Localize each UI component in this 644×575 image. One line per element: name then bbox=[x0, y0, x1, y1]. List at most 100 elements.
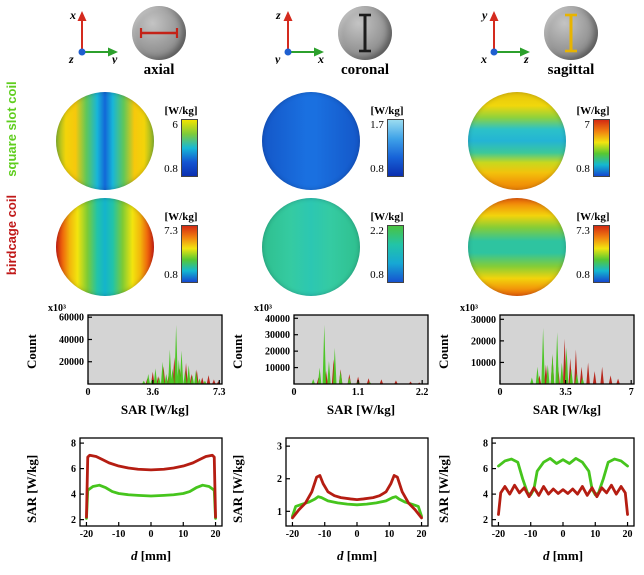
profile-series-square-slot-coil bbox=[85, 483, 217, 520]
profile-plot-axial: -20 -10 0 10 20 2 4 6 8 bbox=[71, 437, 223, 540]
svg-text:2: 2 bbox=[71, 515, 76, 526]
histogram-cell-sagittal: Count 0 3.5 7 10000 20000 30000 x10³ SAR [W/kg… bbox=[436, 302, 642, 426]
schematic-row: x y z axial z x y bbox=[24, 4, 644, 88]
svg-text:x10³: x10³ bbox=[460, 303, 478, 314]
out-axis-label: y bbox=[274, 52, 281, 64]
sar-map-square-coronal bbox=[262, 92, 361, 190]
out-axis-dot-icon bbox=[490, 48, 498, 56]
out-axis-dot-icon bbox=[78, 48, 86, 56]
right-arrowhead-icon bbox=[314, 47, 324, 57]
out-axis-label: x bbox=[480, 52, 487, 64]
row-label-birdcage-coil: birdcage coil bbox=[4, 194, 19, 276]
profile-plot-sagittal: -20 -10 0 10 20 2 4 6 8 bbox=[483, 437, 635, 540]
svg-text:20: 20 bbox=[417, 529, 427, 540]
svg-text:10000: 10000 bbox=[471, 358, 496, 369]
up-axis-label: y bbox=[480, 8, 488, 22]
right-axis-label: x bbox=[317, 52, 324, 64]
svg-text:-20: -20 bbox=[286, 529, 299, 540]
x-axis-title: d [mm] bbox=[278, 548, 436, 564]
histogram-series-square-slot-coil bbox=[500, 327, 634, 384]
profile-series-birdcage-coil bbox=[497, 483, 629, 516]
phantom-sphere-axial bbox=[132, 6, 186, 60]
axis-triad-icon: x y z bbox=[68, 8, 118, 64]
up-arrowhead-icon bbox=[283, 11, 293, 21]
svg-text:-10: -10 bbox=[524, 529, 537, 540]
svg-text:6: 6 bbox=[483, 464, 488, 475]
colorbar-units-label: [W/kg] bbox=[370, 105, 404, 117]
y-axis-title: Count bbox=[230, 334, 245, 370]
svg-text:-10: -10 bbox=[318, 529, 331, 540]
svg-text:10: 10 bbox=[384, 529, 394, 540]
x-axis-units: [mm] bbox=[140, 548, 172, 563]
sar-map-cell-birdcage-axial: [W/kg] 7.3 0.8 bbox=[24, 194, 230, 300]
colorbar-max: 7 bbox=[584, 119, 590, 131]
sar-map-cell-birdcage-sagittal: [W/kg] 7.3 0.8 bbox=[436, 194, 642, 300]
view-label-axial: axial bbox=[143, 62, 175, 78]
svg-text:3.5: 3.5 bbox=[559, 387, 572, 398]
histogram-row: Count 0 3.6 7.3 20000 40000 60000 x10³ SAR [W/… bbox=[24, 302, 644, 426]
svg-text:30000: 30000 bbox=[265, 330, 290, 341]
colorbar bbox=[180, 119, 198, 177]
sar-map-square-sagittal bbox=[468, 92, 567, 190]
profile-series-square-slot-coil bbox=[291, 495, 423, 518]
svg-text:20000: 20000 bbox=[471, 336, 496, 347]
x-axis-variable: d bbox=[130, 548, 138, 563]
svg-text:4: 4 bbox=[483, 490, 488, 501]
up-axis-label: z bbox=[275, 8, 281, 22]
sar-map-cell-square-coronal: [W/kg] 1.7 0.8 bbox=[230, 88, 436, 194]
view-label-coronal: coronal bbox=[340, 62, 390, 78]
histogram-cell-axial: Count 0 3.6 7.3 20000 40000 60000 x10³ SAR [W/… bbox=[24, 302, 230, 426]
svg-text:40000: 40000 bbox=[265, 314, 290, 325]
sar-map-birdcage-sagittal bbox=[468, 198, 567, 296]
svg-text:0: 0 bbox=[292, 387, 297, 398]
svg-text:1.1: 1.1 bbox=[352, 387, 365, 398]
x-axis-units: [mm] bbox=[346, 548, 378, 563]
colorbar-max: 6 bbox=[172, 119, 178, 131]
colorbar-max: 1.7 bbox=[370, 119, 384, 131]
colorbar bbox=[592, 119, 610, 177]
colorbar-min: 0.8 bbox=[370, 269, 384, 281]
svg-text:0: 0 bbox=[561, 529, 566, 540]
svg-text:-20: -20 bbox=[80, 529, 93, 540]
colorbar-max: 2.2 bbox=[370, 225, 384, 237]
colorbar-group: [W/kg] 7 0.8 bbox=[576, 105, 610, 177]
profile-series-birdcage-coil bbox=[291, 474, 423, 520]
svg-text:-10: -10 bbox=[112, 529, 125, 540]
sar-map-cell-square-sagittal: [W/kg] 7 0.8 bbox=[436, 88, 642, 194]
svg-text:2: 2 bbox=[483, 515, 488, 526]
svg-text:10: 10 bbox=[590, 529, 600, 540]
right-arrowhead-icon bbox=[520, 47, 530, 57]
out-axis-dot-icon bbox=[284, 48, 292, 56]
slice-marker-icon bbox=[565, 13, 577, 53]
colorbar-min: 0.8 bbox=[576, 163, 590, 175]
axis-triad-icon: y z x bbox=[480, 8, 530, 64]
y-axis-title: SAR [W/kg] bbox=[24, 454, 39, 524]
slice-marker-icon bbox=[139, 28, 179, 38]
sar-map-cell-birdcage-coronal: [W/kg] 2.2 0.8 bbox=[230, 194, 436, 300]
colorbar bbox=[386, 119, 404, 177]
up-axis-label: x bbox=[69, 8, 76, 22]
colorbar bbox=[386, 225, 404, 283]
colorbar-group: [W/kg] 6 0.8 bbox=[164, 105, 198, 177]
right-axis-label: y bbox=[110, 52, 118, 64]
sar-map-cell-square-axial: [W/kg] 6 0.8 bbox=[24, 88, 230, 194]
svg-text:20: 20 bbox=[211, 529, 221, 540]
svg-text:1: 1 bbox=[277, 507, 282, 518]
svg-text:0: 0 bbox=[498, 387, 503, 398]
up-arrowhead-icon bbox=[489, 11, 499, 21]
square-slot-coil-maps-row: [W/kg] 6 0.8 [W/kg] 1. bbox=[24, 88, 644, 194]
colorbar-min: 0.8 bbox=[370, 163, 384, 175]
svg-text:-20: -20 bbox=[492, 529, 505, 540]
schematic-coronal: z x y coronal bbox=[230, 4, 436, 88]
svg-text:7: 7 bbox=[629, 387, 634, 398]
svg-text:0: 0 bbox=[149, 529, 154, 540]
histogram-series-birdcage-coil bbox=[88, 357, 222, 384]
colorbar-min: 0.8 bbox=[164, 269, 178, 281]
svg-text:3.6: 3.6 bbox=[147, 387, 160, 398]
histogram-series-square-slot-coil bbox=[88, 325, 222, 384]
out-axis-label: z bbox=[68, 52, 74, 64]
profile-cell-coronal: SAR [W/kg] -20 -10 0 10 20 1 2 3 d [mm] bbox=[230, 430, 436, 575]
